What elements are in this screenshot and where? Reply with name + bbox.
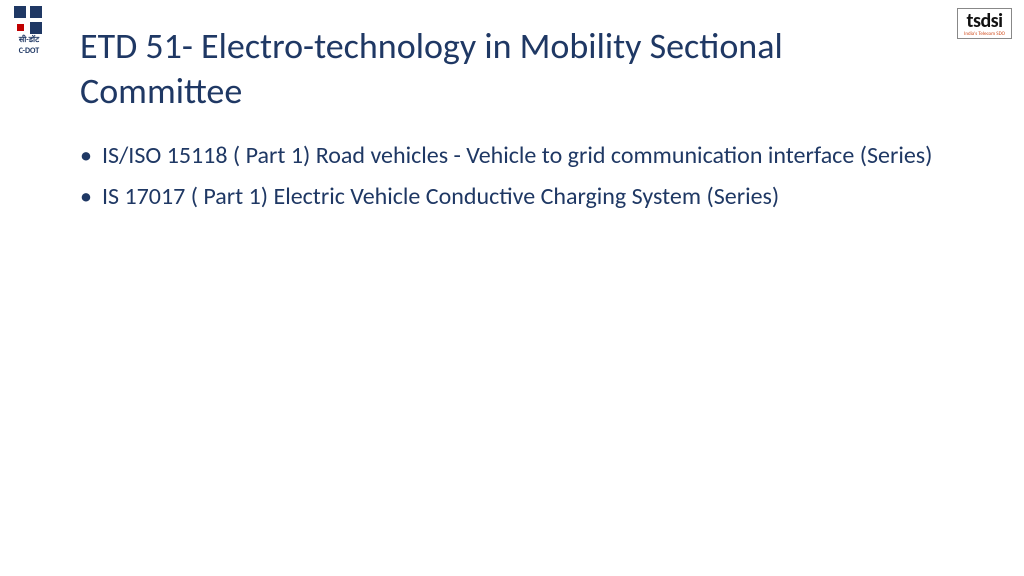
bullet-marker-icon: •: [80, 140, 92, 171]
bullet-marker-icon: •: [80, 181, 92, 212]
cdot-logo-label-en: C-DOT: [10, 47, 48, 56]
tsdsi-logo-sub: India's Telecom SDO: [964, 32, 1005, 37]
slide-title: ETD 51- Electro-technology in Mobility S…: [80, 24, 924, 114]
bullet-text: IS 17017 ( Part 1) Electric Vehicle Cond…: [102, 181, 779, 212]
slide-content: • IS/ISO 15118 ( Part 1) Road vehicles -…: [80, 140, 964, 222]
cdot-logo-label-hi: सी-डॉट: [10, 36, 48, 45]
tsdsi-logo: tsdsi India's Telecom SDO: [957, 8, 1012, 39]
tsdsi-logo-main: tsdsi: [964, 11, 1005, 31]
list-item: • IS/ISO 15118 ( Part 1) Road vehicles -…: [80, 140, 964, 171]
bullet-text: IS/ISO 15118 ( Part 1) Road vehicles - V…: [102, 140, 932, 171]
cdot-logo: सी-डॉट C-DOT: [10, 6, 48, 56]
cdot-logo-icon: [14, 6, 44, 34]
list-item: • IS 17017 ( Part 1) Electric Vehicle Co…: [80, 181, 964, 212]
